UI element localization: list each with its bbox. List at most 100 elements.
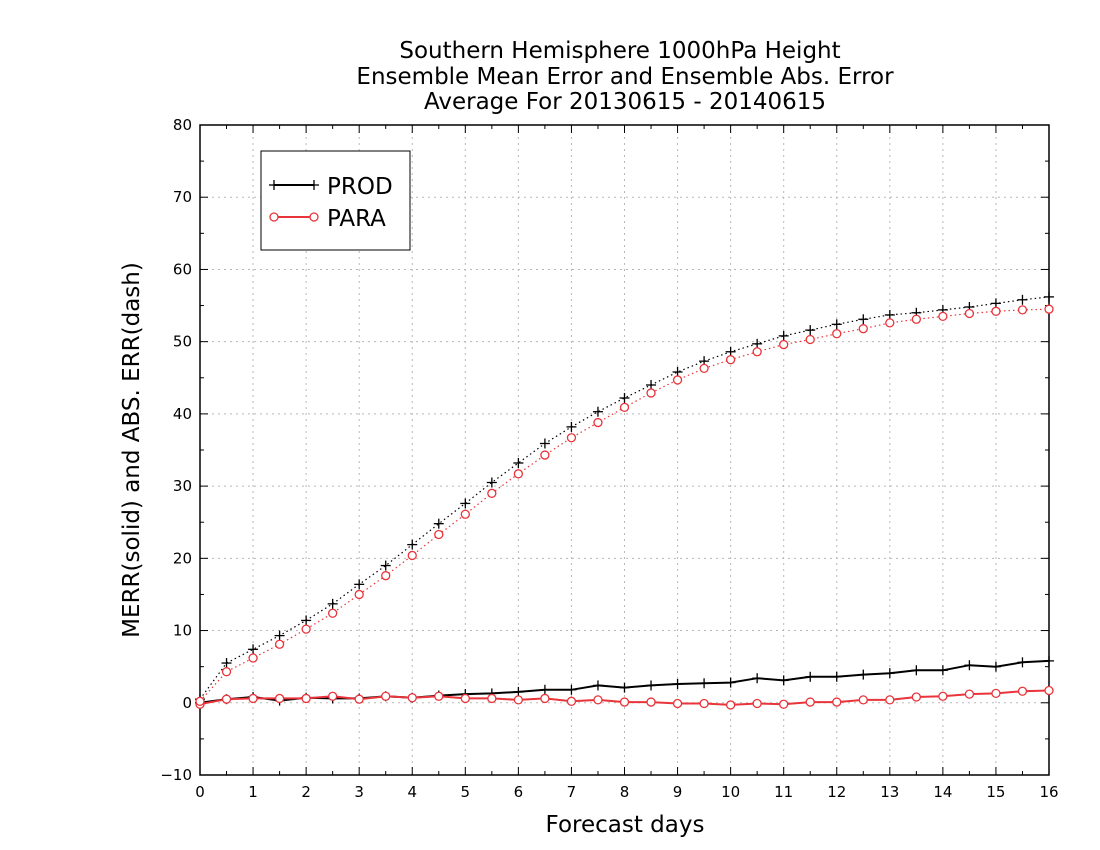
data-point-para-merr <box>301 693 311 704</box>
x-tick-label: 10 <box>721 783 740 801</box>
legend-box <box>260 150 411 251</box>
data-point-para-merr <box>513 695 524 705</box>
data-point-prod-merr <box>699 678 710 689</box>
data-point-prod-abs-err <box>831 319 842 330</box>
data-point-para-abs-err <box>1044 304 1054 314</box>
y-tick-label: 40 <box>173 405 192 423</box>
data-point-para-merr <box>354 694 364 704</box>
series-para-merr <box>195 685 1054 710</box>
data-point-prod-merr <box>592 680 603 691</box>
y-tick-label: 60 <box>173 260 192 278</box>
data-point-para-abs-err <box>434 529 444 540</box>
data-series <box>195 291 1054 710</box>
data-point-para-abs-err <box>195 696 205 706</box>
legend-sample-prod <box>269 180 319 190</box>
data-point-para-abs-err <box>460 509 470 519</box>
data-point-para-abs-err <box>513 469 524 479</box>
data-point-prod-abs-err <box>221 658 232 669</box>
y-tick-label: 10 <box>173 622 192 640</box>
legend-marker <box>269 212 279 222</box>
data-point-para-abs-err <box>885 318 895 328</box>
data-point-prod-abs-err <box>566 421 577 432</box>
x-axis-tick-labels: 0 1 2 3 4 5 6 7 8 9 10 11 12 13 14 15 16 <box>195 783 1058 801</box>
y-axis-label: MERR(solid) and ABS. ERR(dash) <box>119 262 145 638</box>
data-point-prod-abs-err <box>460 498 471 509</box>
data-point-prod-merr <box>566 684 577 695</box>
data-point-para-merr <box>832 697 842 707</box>
y-tick-label: −10 <box>160 766 192 784</box>
data-point-prod-merr <box>964 660 975 671</box>
data-point-para-abs-err <box>991 306 1001 316</box>
data-point-para-abs-err <box>911 314 921 324</box>
x-tick-label: 2 <box>301 783 311 801</box>
data-point-prod-merr <box>831 671 842 682</box>
data-point-para-abs-err <box>381 571 391 581</box>
data-point-para-abs-err <box>805 334 815 345</box>
data-point-prod-abs-err <box>778 330 789 341</box>
data-point-prod-merr <box>805 671 816 682</box>
x-tick-label: 1 <box>248 783 258 801</box>
y-tick-label: 70 <box>173 188 192 206</box>
data-point-para-merr <box>672 698 683 709</box>
data-point-para-merr <box>487 693 497 704</box>
data-point-prod-merr <box>646 680 657 691</box>
x-axis-label: Forecast days <box>546 812 705 838</box>
data-point-prod-merr <box>778 675 789 686</box>
data-point-prod-merr <box>539 684 550 695</box>
data-point-prod-abs-err <box>1044 291 1054 302</box>
data-point-para-abs-err <box>964 308 975 319</box>
data-point-prod-abs-err <box>592 406 603 417</box>
x-tick-label: 13 <box>880 783 899 801</box>
series-prod-abs-err <box>195 291 1054 705</box>
legend-label-prod: PROD <box>327 174 393 200</box>
data-point-prod-merr <box>858 669 869 680</box>
data-point-para-merr <box>991 688 1001 699</box>
data-point-para-abs-err <box>752 347 762 357</box>
data-point-para-merr <box>938 691 948 701</box>
data-point-para-abs-err <box>274 639 285 649</box>
x-tick-label: 0 <box>195 783 205 801</box>
data-point-para-merr <box>593 695 603 705</box>
data-point-para-merr <box>434 691 444 701</box>
data-point-prod-abs-err <box>301 615 312 626</box>
chart-title: Southern Hemisphere 1000hPa Height Ensem… <box>356 38 894 115</box>
data-point-para-abs-err <box>487 488 497 498</box>
data-point-prod-abs-err <box>513 458 524 468</box>
data-point-prod-merr <box>619 682 630 693</box>
data-point-prod-merr <box>725 677 736 688</box>
data-point-prod-merr <box>1044 655 1054 666</box>
y-tick-label: 0 <box>182 694 192 712</box>
data-point-para-merr <box>460 693 470 704</box>
data-point-prod-abs-err <box>619 393 630 403</box>
data-point-para-abs-err <box>832 329 842 339</box>
data-point-para-merr <box>752 698 762 709</box>
y-tick-label: 80 <box>173 116 192 134</box>
chart-title-line-3: Average For 20130615 - 20140615 <box>424 89 826 115</box>
legend-entry-para: PARA <box>269 206 386 232</box>
data-point-prod-abs-err <box>539 438 550 449</box>
data-point-para-merr <box>699 698 709 709</box>
x-tick-label: 8 <box>620 783 630 801</box>
x-tick-label: 15 <box>986 783 1005 801</box>
data-point-para-abs-err <box>301 624 311 634</box>
y-axis-tick-labels: −10 0 10 20 30 40 50 60 70 80 <box>160 116 192 784</box>
data-point-para-merr <box>248 693 258 704</box>
data-point-para-abs-err <box>354 589 364 600</box>
x-tick-label: 6 <box>514 783 524 801</box>
data-point-para-merr <box>885 695 895 705</box>
x-tick-label: 5 <box>461 783 471 801</box>
legend-entry-prod: PROD <box>269 174 393 200</box>
data-point-para-abs-err <box>779 339 789 350</box>
data-point-para-abs-err <box>699 363 709 374</box>
series-para-abs-err <box>195 304 1054 706</box>
data-point-para-merr <box>911 692 921 702</box>
data-point-para-abs-err <box>540 450 550 460</box>
x-tick-label: 7 <box>567 783 577 801</box>
legend: PROD PARA <box>260 150 411 251</box>
data-point-para-merr <box>725 700 736 710</box>
x-tick-label: 9 <box>673 783 683 801</box>
data-point-para-abs-err <box>619 402 630 413</box>
legend-marker <box>309 180 319 190</box>
data-point-para-abs-err <box>248 653 258 663</box>
